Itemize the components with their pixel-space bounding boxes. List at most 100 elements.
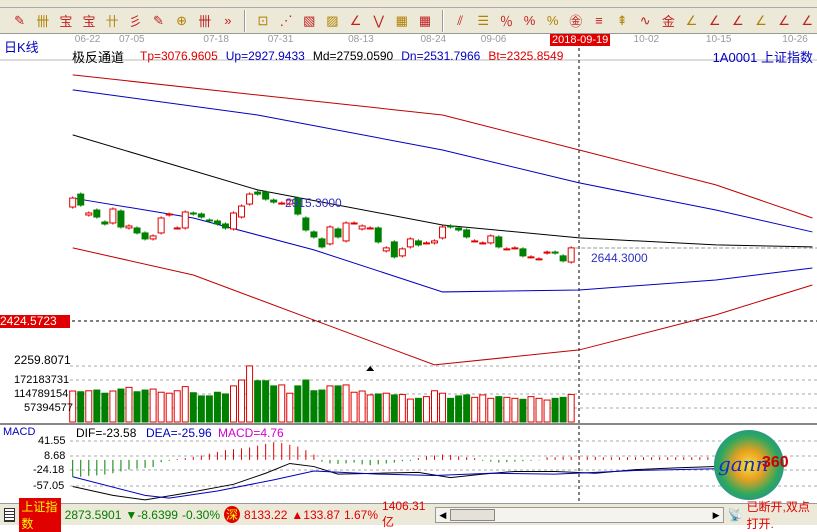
- fan4-icon[interactable]: ∠: [728, 11, 747, 31]
- volume-bar: [231, 386, 237, 422]
- period-label[interactable]: 日K线: [4, 37, 39, 56]
- volume-bar: [391, 395, 397, 422]
- grid-icon[interactable]: 卌: [33, 11, 52, 31]
- volume-bar: [142, 390, 148, 422]
- calculator-icon[interactable]: [4, 508, 15, 522]
- volume-bar: [174, 391, 180, 422]
- macd-title[interactable]: MACD: [3, 426, 35, 438]
- volume-bar: [102, 393, 108, 422]
- volume-bar: [94, 390, 100, 422]
- volume-bar: [496, 397, 502, 422]
- toolbar-separator: [442, 10, 444, 32]
- gold2-icon[interactable]: 宝: [79, 11, 98, 31]
- rocket-icon[interactable]: ⇞: [613, 11, 632, 31]
- volume-bar: [198, 396, 204, 422]
- percent-icon[interactable]: %: [520, 11, 539, 31]
- up-line: [73, 90, 813, 232]
- volume-bar: [279, 385, 285, 422]
- fan3-icon[interactable]: ∠: [705, 11, 724, 31]
- cursor-price-label: 2424.5723: [0, 315, 70, 328]
- volume-bar: [383, 393, 389, 422]
- volume-bar: [118, 389, 124, 422]
- candle-body: [520, 249, 526, 256]
- candle-body: [271, 200, 277, 202]
- volume-bar: [504, 397, 510, 422]
- volume-bar: [319, 390, 325, 422]
- candle-body: [182, 212, 188, 228]
- more-icon[interactable]: »: [218, 11, 237, 31]
- indicator-value: Dn=2531.7966: [401, 49, 480, 63]
- volume-bar: [303, 380, 309, 422]
- volume-bar: [78, 392, 84, 422]
- low-mark-label: 2644.3000: [591, 251, 648, 265]
- candle-body: [399, 249, 405, 256]
- parallel-icon[interactable]: ⫽: [451, 11, 470, 31]
- wave-icon[interactable]: ∿: [636, 11, 655, 31]
- pen2-icon[interactable]: ✎: [149, 11, 168, 31]
- fan6-icon[interactable]: ∠: [775, 11, 794, 31]
- candle-body: [166, 214, 172, 215]
- pen-icon[interactable]: ✎: [10, 11, 29, 31]
- volume-bar: [214, 392, 220, 422]
- candle-body: [206, 220, 212, 221]
- grid2-icon[interactable]: 卌: [195, 11, 214, 31]
- candle-body: [423, 243, 429, 244]
- volume-bar: [150, 389, 156, 422]
- volume-bar: [222, 394, 228, 422]
- volume-bar: [488, 398, 494, 422]
- gold-circle-icon[interactable]: ㊎: [566, 11, 585, 31]
- candle-body: [375, 228, 381, 242]
- box-icon[interactable]: ⊡: [253, 11, 272, 31]
- fan7-icon[interactable]: ∠: [798, 11, 817, 31]
- macd-tick: 8.68: [44, 450, 65, 462]
- gann-square-icon[interactable]: ▨: [323, 11, 342, 31]
- candle-body: [86, 213, 92, 215]
- candle-body: [110, 209, 116, 223]
- candle-body: [383, 248, 389, 251]
- candle-body: [552, 252, 558, 253]
- spiral-icon[interactable]: 彡: [126, 11, 145, 31]
- volume-bar: [464, 395, 470, 422]
- connection-status[interactable]: 已断开,双点打开.: [747, 498, 817, 532]
- indicator-value: Md=2759.0590: [313, 49, 393, 63]
- fan-icon[interactable]: ⋰: [277, 11, 296, 31]
- fan2-icon[interactable]: ∠: [682, 11, 701, 31]
- horizontal-scrollbar[interactable]: ◀▶: [435, 507, 723, 523]
- gold-icon[interactable]: 宝: [56, 11, 75, 31]
- macd-tick: -24.18: [33, 464, 64, 476]
- toolbar-separator: [244, 10, 246, 32]
- fib-icon[interactable]: 卄: [103, 11, 122, 31]
- volume-bar: [295, 386, 301, 422]
- volume-bar: [247, 366, 253, 422]
- volume-bar: [126, 387, 132, 422]
- volume-tick: 114789154: [14, 388, 68, 400]
- index-change: ▼-8.6399: [125, 508, 178, 522]
- ruler-icon[interactable]: ☰: [474, 11, 493, 31]
- gann-box-icon[interactable]: ▧: [300, 11, 319, 31]
- volume-bar: [359, 391, 365, 422]
- volume-bar: [528, 397, 534, 422]
- security-name: 1A0001 上证指数: [713, 47, 813, 66]
- gold3-icon[interactable]: 金: [659, 11, 678, 31]
- gold-line-icon[interactable]: ≡: [589, 11, 608, 31]
- amount: 1406.31亿: [382, 499, 425, 530]
- volume-bar: [311, 391, 317, 422]
- fan5-icon[interactable]: ∠: [751, 11, 770, 31]
- candle-body: [472, 241, 478, 242]
- zigzag-icon[interactable]: ⋁: [369, 11, 388, 31]
- dif-line: [73, 463, 716, 499]
- volume-bar: [399, 394, 405, 422]
- index-name[interactable]: 上证指数: [19, 498, 60, 532]
- grid4-icon[interactable]: ▦: [415, 11, 434, 31]
- angle-icon[interactable]: ∠: [346, 11, 365, 31]
- grid3-icon[interactable]: ▦: [392, 11, 411, 31]
- candle-body: [239, 206, 245, 217]
- axis-low-label: 2259.8071: [14, 353, 71, 367]
- volume-bar: [415, 398, 421, 422]
- volume-bar: [367, 395, 373, 422]
- circle-grid-icon[interactable]: ⊕: [172, 11, 191, 31]
- volume-bar: [190, 393, 196, 422]
- volume-bar: [166, 393, 172, 422]
- percent2-icon[interactable]: %: [543, 11, 562, 31]
- percent-line-icon[interactable]: ％: [497, 11, 516, 31]
